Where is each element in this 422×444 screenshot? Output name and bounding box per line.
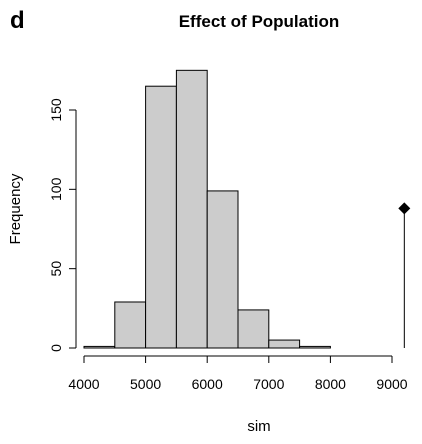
- y-axis-label: Frequency: [7, 173, 24, 244]
- y-axis: 0 50 100 150: [48, 98, 77, 352]
- histogram-bar: [175, 69, 208, 349]
- x-tick-label: 6000: [192, 376, 223, 392]
- chart-title: Effect of Population: [179, 12, 340, 31]
- x-tick-label: 8000: [315, 376, 346, 392]
- x-axis-label: sim: [247, 418, 270, 435]
- x-axis: 4000 5000 6000 7000 8000 9000: [68, 355, 408, 392]
- histogram-bar: [114, 301, 147, 349]
- histogram-bars: [83, 69, 331, 349]
- x-tick-label: 5000: [130, 376, 161, 392]
- y-tick-label: 0: [48, 344, 64, 352]
- x-tick-label: 9000: [376, 376, 407, 392]
- histogram-bar: [237, 309, 270, 349]
- observed-value-marker: [398, 202, 411, 348]
- panel-letter: d: [10, 7, 25, 34]
- x-tick-label: 4000: [68, 376, 99, 392]
- y-tick-label: 150: [48, 98, 64, 122]
- y-tick-label: 100: [48, 177, 64, 201]
- observed-value-diamond: [398, 202, 411, 215]
- x-tick-label: 7000: [253, 376, 284, 392]
- histogram-bar: [299, 345, 331, 349]
- histogram-bar: [145, 85, 177, 349]
- histogram-bar: [268, 339, 301, 349]
- y-tick-label: 50: [48, 261, 64, 277]
- histogram-bar: [206, 190, 239, 349]
- histogram-bar: [83, 345, 116, 349]
